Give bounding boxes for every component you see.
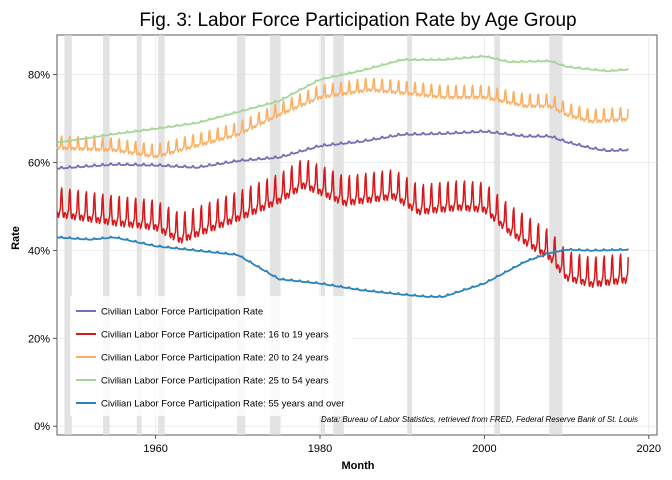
- chart-title: Fig. 3: Labor Force Participation Rate b…: [139, 10, 576, 31]
- legend: Civilian Labor Force Participation Rate C…: [70, 296, 352, 416]
- x-axis-label: Month: [342, 460, 375, 472]
- series-line-3: [56, 77, 629, 159]
- y-tick-label-4: 80%: [28, 70, 50, 82]
- series-line-2: [56, 159, 629, 288]
- y-tick-label-0: 0%: [34, 421, 50, 433]
- legend-label-1: Civilian Labor Force Participation Rate: [101, 307, 263, 318]
- legend-label-3: Civilian Labor Force Participation Rate:…: [101, 353, 329, 364]
- series-lines: [56, 54, 629, 298]
- recession-band-2: [103, 35, 110, 435]
- y-tick-label-1: 20%: [28, 333, 50, 345]
- recession-band-5: [237, 35, 246, 435]
- recession-band-1: [64, 35, 72, 435]
- x-tick-label-0: 1960: [143, 443, 167, 455]
- recession-band-10: [494, 35, 501, 435]
- recession-band-3: [136, 35, 142, 435]
- recession-band-9: [407, 35, 413, 435]
- recession-band-7: [320, 35, 325, 435]
- y-tick-label-2: 40%: [28, 245, 50, 257]
- legend-label-4: Civilian Labor Force Participation Rate:…: [101, 376, 329, 387]
- recession-band-4: [158, 35, 165, 435]
- x-tick-label-3: 2020: [637, 443, 661, 455]
- y-tick-label-3: 60%: [28, 157, 50, 169]
- legend-label-5: Civilian Labor Force Participation Rate:…: [101, 399, 344, 410]
- recession-bands: [64, 35, 563, 435]
- series-line-5: [56, 235, 629, 298]
- series-line-1: [56, 129, 629, 170]
- legend-label-2: Civilian Labor Force Participation Rate:…: [101, 330, 329, 341]
- y-axis-ticks: 0% 20% 40% 60% 80%: [28, 70, 57, 433]
- legend-box: [70, 296, 352, 416]
- x-tick-label-1: 1980: [308, 443, 332, 455]
- x-tick-label-2: 2000: [472, 443, 496, 455]
- recession-band-6: [269, 35, 281, 435]
- y-axis-label: Rate: [10, 226, 22, 250]
- recession-band-8: [333, 35, 344, 435]
- x-axis-ticks: 1960 1980 2000 2020: [143, 435, 661, 455]
- series-line-4: [56, 54, 629, 144]
- recession-band-11: [549, 35, 563, 435]
- data-source-caption: Data: Bureau of Labor Statistics, retrie…: [321, 415, 638, 424]
